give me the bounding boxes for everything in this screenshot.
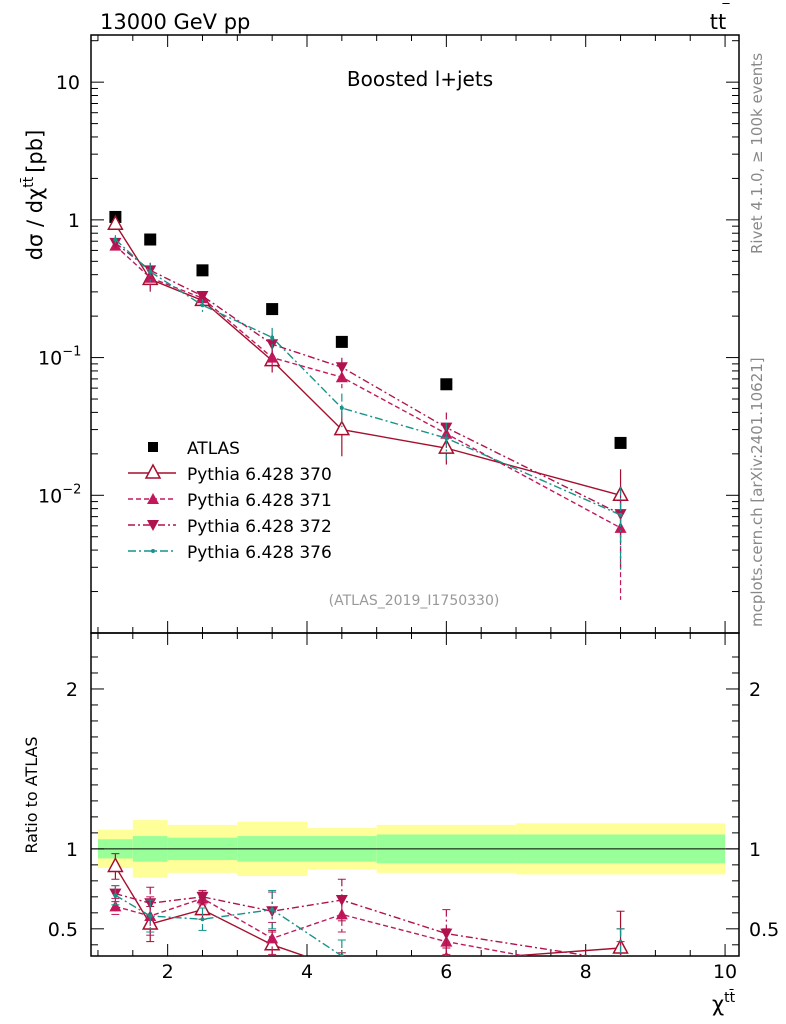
collision-energy-label: 13000 GeV pp — [100, 10, 250, 34]
legend-label: ATLAS — [187, 439, 240, 459]
ratio-tick-label-right: 0.5 — [749, 919, 779, 941]
marker-triangle-down — [196, 891, 209, 903]
marker-dot — [339, 954, 344, 956]
marker-triangle-down — [614, 955, 627, 956]
y-axis-label-sup: tt̄ — [19, 176, 37, 187]
svg-text:dσ / dχtt̄[pb]: dσ / dχtt̄ [pb] — [19, 130, 47, 261]
x-axis-label-sup: tt̄ — [724, 988, 735, 1006]
y-axis-label-unit: [pb] — [23, 130, 47, 173]
marker-dot — [200, 303, 205, 308]
x-tick-label: 6 — [440, 961, 452, 983]
x-tick-label: 4 — [301, 961, 313, 983]
rivet-version-label: Rivet 4.1.0, ≥ 100k events — [748, 53, 766, 254]
ratio-axis-label: Ratio to ATLAS — [22, 736, 41, 853]
process-label: tt — [710, 10, 726, 34]
marker-triangle-down — [109, 237, 122, 249]
y-axis-label: dσ / dχtt̄ [pb] — [19, 130, 47, 261]
legend-label: Pythia 6.428 376 — [187, 543, 332, 563]
marker-triangle-open — [107, 214, 124, 230]
marker-triangle-up — [266, 932, 279, 944]
marker-dot — [618, 512, 623, 517]
marker-triangle-up — [144, 271, 157, 283]
tick-labels: 2 4 6 8 10 10 1 10−1 10−2 0.5 0.5 1 1 2 2 — [38, 72, 779, 983]
marker-square — [196, 264, 209, 277]
x-tick-label: 10 — [713, 961, 737, 983]
mcplots-reference-label: mcplots.cern.ch [arXiv:2401.10621] — [748, 357, 766, 627]
marker-dot — [148, 269, 153, 274]
y-tick-label: 10 — [56, 72, 80, 94]
marker-triangle-down — [335, 362, 348, 374]
y-tick-label: 10−1 — [38, 345, 81, 370]
marker-triangle-down — [147, 520, 159, 531]
marker-triangle-down — [335, 895, 348, 907]
marker-triangle-open — [144, 463, 162, 479]
marker-dot — [619, 959, 623, 963]
y-tick-label: 10−2 — [38, 482, 81, 507]
ratio-panel-frame — [90, 632, 740, 957]
y-axis-label-main: dσ / dχ — [23, 188, 47, 261]
ratio-series-line — [115, 894, 347, 956]
ratio-tick-label-right: 2 — [749, 679, 761, 701]
main-series — [107, 210, 629, 600]
marker-dot — [270, 335, 275, 340]
ratio-tick-label-left: 1 — [66, 839, 78, 861]
ratio-series-line — [114, 866, 621, 956]
marker-dot — [200, 917, 205, 922]
plot-title: Boosted l+jets — [347, 67, 493, 91]
axis-ticks — [91, 35, 739, 956]
marker-triangle-open — [107, 856, 124, 873]
marker-dot — [151, 549, 155, 553]
legend-label: Pythia 6.428 372 — [187, 517, 332, 537]
marker-dot — [113, 237, 118, 242]
ratio-tick-label-left: 2 — [66, 679, 78, 701]
marker-triangle-up — [615, 968, 627, 979]
marker-triangle-down — [196, 290, 209, 302]
marker-triangle-up — [147, 493, 159, 504]
ratio-series — [107, 853, 629, 979]
marker-dot — [270, 907, 275, 912]
marker-square — [266, 303, 279, 316]
marker-triangle-up — [109, 900, 122, 912]
marker-square — [144, 233, 157, 246]
marker-triangle-open — [335, 961, 349, 974]
analysis-id-label: (ATLAS_2019_I1750330) — [329, 593, 500, 609]
marker-square — [440, 378, 453, 391]
x-tick-label: 8 — [580, 961, 592, 983]
marker-dot — [113, 893, 118, 898]
marker-triangle-down — [440, 928, 453, 940]
x-axis-label: χtt̄ — [712, 988, 736, 1016]
marker-dot — [148, 914, 153, 919]
marker-dot — [339, 406, 344, 411]
ratio-series-line — [115, 892, 595, 956]
marker-square — [335, 335, 348, 348]
ratio-tick-label-left: 0.5 — [48, 919, 78, 941]
series-line — [114, 245, 621, 529]
marker-triangle-up — [266, 351, 279, 363]
ratio-tick-label-right: 1 — [749, 839, 761, 861]
legend-label: Pythia 6.428 371 — [187, 491, 332, 511]
ratio-series-line — [115, 897, 529, 956]
marker-dot — [444, 436, 449, 441]
x-tick-label: 2 — [162, 961, 174, 983]
marker-square — [148, 442, 158, 452]
marker-triangle-open — [333, 420, 351, 436]
y-tick-label: 1 — [68, 210, 80, 232]
marker-square — [614, 436, 627, 449]
data-uncertainty-bands — [91, 820, 739, 878]
x-axis-label-main: χ — [712, 992, 724, 1016]
legend-label: Pythia 6.428 370 — [187, 465, 332, 485]
legend: ATLAS Pythia 6.428 370 Pythia 6.428 371 Pyt… — [128, 439, 332, 563]
process-label-bar: ‾ — [722, 2, 731, 18]
